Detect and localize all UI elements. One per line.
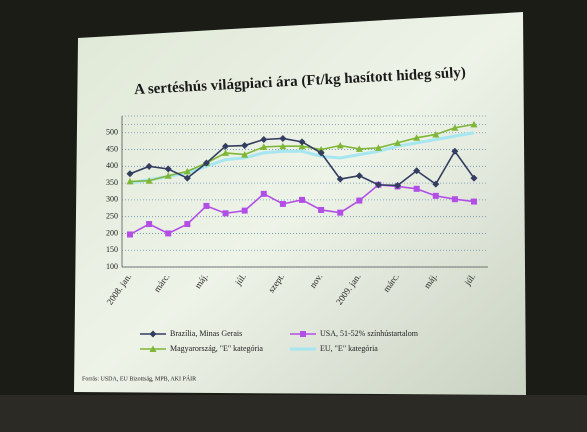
legend-label: USA, 51-52% színhústartalom <box>320 329 419 338</box>
marker <box>184 221 190 227</box>
marker <box>127 231 133 237</box>
y-tick-label: 450 <box>106 144 118 153</box>
marker <box>280 201 286 207</box>
marker <box>471 199 477 205</box>
marker <box>414 186 420 192</box>
screen: A sertéshús világpiaci ára (Ft/kg hasíto… <box>0 0 587 432</box>
wall <box>0 395 587 432</box>
y-tick-label: 400 <box>106 161 118 170</box>
legend-label: EU, "E" kategória <box>320 344 378 353</box>
legend-label: Brazília, Minas Gerais <box>170 329 242 338</box>
marker <box>242 208 248 214</box>
source: Forrás: USDA, EU Bizottság, MPB, AKI PÁI… <box>82 374 196 382</box>
y-tick-label: 250 <box>106 211 118 220</box>
marker <box>165 230 171 236</box>
y-tick-label: 500 <box>106 128 118 137</box>
marker <box>300 331 306 337</box>
marker <box>452 196 458 202</box>
marker <box>318 207 324 213</box>
legend-label: Magyarország, "E" kategória <box>170 344 263 353</box>
marker <box>261 191 267 197</box>
y-tick-label: 100 <box>106 262 118 271</box>
marker <box>356 198 362 204</box>
marker <box>223 210 229 216</box>
marker <box>299 197 305 203</box>
y-tick-label: 300 <box>106 195 118 204</box>
y-tick-label: 350 <box>106 178 118 187</box>
y-tick-label: 150 <box>106 245 118 254</box>
marker <box>433 193 439 199</box>
marker <box>146 221 152 227</box>
marker <box>203 203 209 209</box>
marker <box>337 210 343 216</box>
y-tick-label: 200 <box>106 228 118 237</box>
